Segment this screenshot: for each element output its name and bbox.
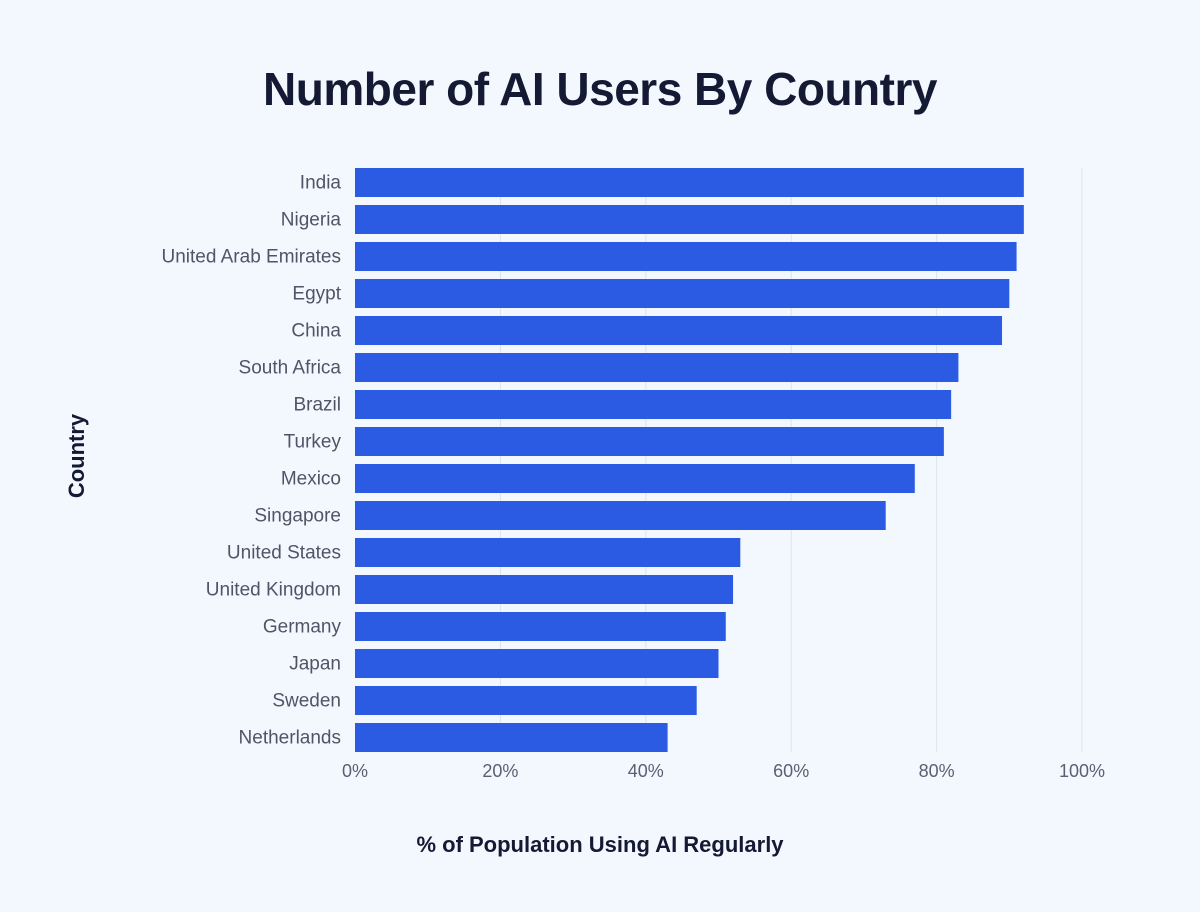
category-label: Turkey: [284, 432, 342, 453]
category-label: South Africa: [239, 358, 342, 379]
category-label: United Arab Emirates: [161, 247, 341, 268]
bar: [355, 427, 944, 456]
category-labels: India Nigeria United Arab Emirates Egypt Chi…: [161, 173, 341, 749]
bar: [355, 168, 1024, 197]
bar: [355, 464, 915, 493]
bar: [355, 242, 1017, 271]
category-label: United Kingdom: [206, 580, 341, 601]
bar: [355, 279, 1010, 308]
y-axis-title: Country: [64, 413, 89, 498]
bar: [355, 686, 697, 715]
x-tick-label: 60%: [773, 761, 809, 781]
bar: [355, 649, 719, 678]
category-label: China: [291, 321, 341, 342]
bars: [355, 168, 1024, 752]
x-tick-label: 100%: [1059, 761, 1105, 781]
category-label: Sweden: [272, 691, 341, 712]
category-label: United States: [227, 543, 341, 564]
x-tick-label: 20%: [482, 761, 518, 781]
bar: [355, 353, 959, 382]
x-tick-label: 80%: [919, 761, 955, 781]
category-label: Germany: [263, 617, 342, 638]
bar: [355, 612, 726, 641]
x-tick-label: 0%: [342, 761, 368, 781]
category-label: Egypt: [292, 284, 341, 305]
bar: [355, 723, 668, 752]
x-tick-labels: 0% 20% 40% 60% 80% 100%: [342, 761, 1105, 781]
chart-title: Number of AI Users By Country: [263, 63, 937, 115]
category-label: India: [300, 173, 342, 194]
bar: [355, 501, 886, 530]
bar: [355, 316, 1003, 345]
category-label: Japan: [289, 654, 341, 675]
bar: [355, 575, 734, 604]
bar: [355, 390, 952, 419]
category-label: Netherlands: [239, 728, 341, 749]
category-label: Nigeria: [281, 210, 342, 231]
category-label: Brazil: [293, 395, 341, 416]
bar: [355, 205, 1024, 234]
category-label: Singapore: [254, 506, 341, 527]
category-label: Mexico: [281, 469, 341, 490]
x-axis-title: % of Population Using AI Regularly: [416, 832, 784, 857]
bar: [355, 538, 741, 567]
x-tick-label: 40%: [628, 761, 664, 781]
